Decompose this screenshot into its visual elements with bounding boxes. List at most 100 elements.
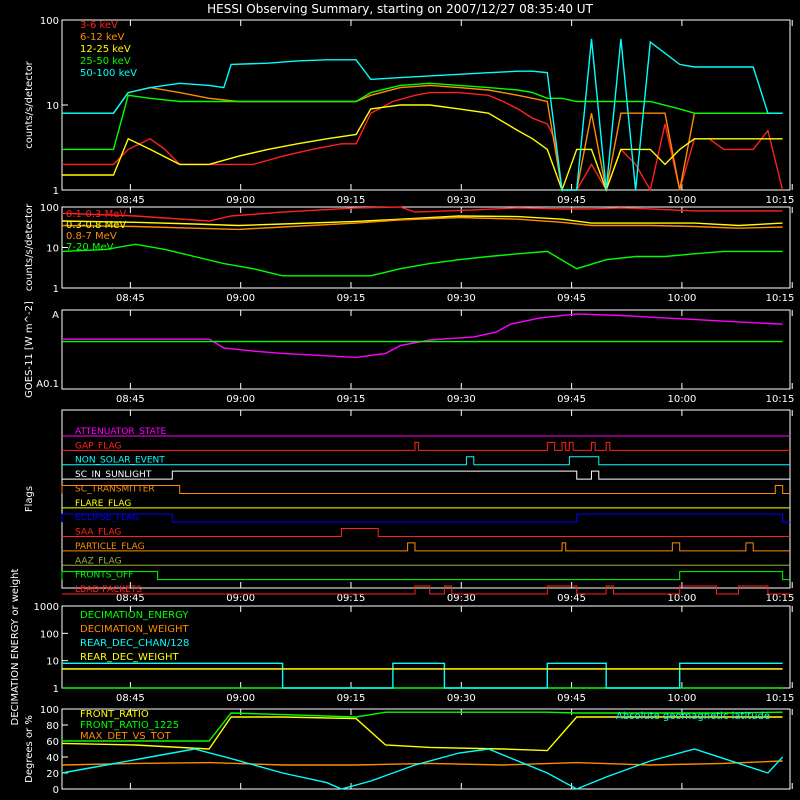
x-tick-label: 08:45 [116,394,145,405]
y-tick-label: 1 [53,284,59,295]
x-tick-label: 10:00 [667,195,696,206]
legend-entry: 12-25 keV [80,44,131,55]
legend-entry: REAR_DEC_WEIGHT [80,652,179,663]
x-tick-label: 10:15 [766,593,795,604]
legend-entry: MAX_DET_VS_TOT [80,731,172,742]
series-line [61,206,783,222]
flag-label: FRONTS_OFF [75,571,133,581]
flag-trace [61,484,790,494]
legend-entry: 6-12 keV [80,32,124,43]
flag-label: AAZ_FLAG [75,556,122,566]
panel-2: 08:45 09:00 09:15 09:30 09:45 10:00 10:15 count… [24,203,794,304]
flag-trace [62,542,790,552]
legend-entry: 3-6 keV [80,20,118,31]
x-tick-label: 10:15 [766,293,795,304]
y-tick-label: A0.1 [36,379,59,390]
flag-label: LBAD PACKETS [75,585,142,595]
y-axis-label: Flags [24,486,35,512]
x-tick-label: 09:00 [226,394,255,405]
panel-frame [61,409,791,589]
y-tick-label: 1000 [34,602,59,613]
legend-entry: REAR_DEC_CHAN/128 [80,638,189,649]
y-tick-label: 40 [46,753,59,764]
legend-entry: 50-100 keV [80,68,137,79]
x-tick-label: 09:30 [447,593,476,604]
flag-trace [62,585,790,595]
panel-4: 08:45 09:00 09:15 09:30 09:45 10:00 10:15 Flags… [24,409,795,604]
legend-entry: 0.3-0.8 MeV [66,220,126,231]
x-tick-label: 09:15 [337,195,366,206]
y-axis-label: Degrees or % [24,715,35,783]
x-tick-label: 08:45 [116,195,145,206]
legend-entry: DECIMATION_ENERGY [80,610,189,621]
series-line [61,716,783,752]
legend-entry: FRONT_RATIO_1225 [80,720,179,731]
y-tick-label: 20 [46,769,59,780]
y-tick-label: 10 [46,244,59,255]
series-line [61,215,783,227]
panel-3: 08:45 09:00 09:15 09:30 09:45 10:00 10:15 GOES-… [24,301,794,405]
legend-entry: 7-20 MeV [66,242,114,253]
x-tick-label: 10:00 [667,293,696,304]
series-line [61,748,784,790]
x-tick-label: 10:15 [766,693,795,704]
series-line [62,38,783,191]
series-line [61,760,783,766]
flag-trace [61,571,790,581]
panel-frame [61,708,791,790]
y-tick-label: 100 [40,203,59,214]
panel-6: Degrees or % 0 20 40 60 80 100 FRONT_RATIOFRONT… [24,705,793,796]
figure-title: HESSI Observing Summary, starting on 200… [207,2,593,16]
x-tick-label: 09:45 [557,693,586,704]
series-line [62,82,783,151]
flag-label: FLARE_FLAG [75,499,131,509]
x-tick-label: 09:00 [226,693,255,704]
y-axis-label: GOES-11 [W m^-2] [24,301,35,398]
x-tick-label: 10:00 [667,394,696,405]
flag-label: SC_TRANSMITTER [75,484,155,494]
x-tick-label: 09:00 [226,293,255,304]
x-tick-label: 08:45 [116,593,145,604]
flag-trace [61,513,790,523]
x-tick-label: 10:15 [766,394,795,405]
flag-label: NON_SOLAR_EVENT [75,456,165,466]
flag-label: SAA_FLAG [75,528,121,538]
series-line [62,711,783,742]
flag-label: GAP_FLAG [75,441,121,451]
x-tick-label: 09:30 [447,195,476,206]
y-tick-label: 10 [46,657,59,668]
legend-entry: Absolute geomagnetic latitude [616,711,770,722]
x-tick-label: 10:15 [766,195,795,206]
flag-trace [62,528,790,538]
y-tick-label: 10 [46,101,59,112]
x-tick-label: 09:45 [557,195,586,206]
series-line [61,243,783,277]
y-tick-label: 100 [40,629,59,640]
panel-5: 08:45 09:00 09:15 09:30 09:45 10:00 10:15 DECIM… [10,568,794,725]
y-tick-label: 60 [46,737,59,748]
x-tick-label: 09:15 [337,693,366,704]
x-tick-label: 10:00 [667,593,696,604]
x-tick-label: 09:00 [226,195,255,206]
series-line [62,84,783,191]
legend-entry: 0.1-0.3 MeV [66,209,126,220]
legend-entry: FRONT_RATIO [80,709,149,720]
x-tick-label: 10:00 [667,693,696,704]
flag-label: ATTENUATOR_STATE [75,427,167,437]
x-tick-label: 09:30 [447,693,476,704]
flag-trace [62,441,790,451]
y-tick-label: 1 [53,684,59,695]
flag-trace [62,470,790,480]
y-axis-label: counts/s/detector [24,60,35,148]
legend-entry: 25-50 keV [80,56,131,67]
y-axis-label: DECIMATION ENERGY or weight [10,568,21,725]
series-line [62,313,783,359]
x-tick-label: 09:45 [557,293,586,304]
x-tick-label: 09:00 [226,593,255,604]
series-line [62,104,783,193]
x-tick-label: 08:45 [116,693,145,704]
flag-label: PARTICLE_FLAG [75,542,145,552]
y-tick-label: 1 [53,186,59,197]
y-tick-label: 100 [40,705,59,716]
